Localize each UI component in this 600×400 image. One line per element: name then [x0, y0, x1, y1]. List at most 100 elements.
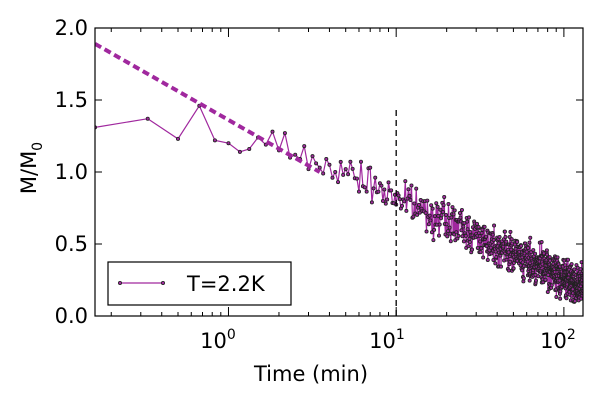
data-point — [379, 183, 384, 188]
data-point — [354, 176, 359, 181]
data-point — [321, 171, 326, 176]
data-point — [543, 277, 548, 282]
legend-marker — [160, 280, 165, 285]
data-point — [400, 203, 405, 208]
data-point — [247, 146, 252, 151]
data-point — [409, 183, 414, 188]
data-point — [437, 222, 442, 227]
data-point — [282, 131, 287, 136]
data-point — [439, 213, 444, 218]
data-point — [429, 230, 434, 235]
data-point — [310, 154, 315, 159]
data-point — [403, 179, 408, 184]
data-point — [397, 197, 402, 202]
data-point — [423, 210, 428, 215]
legend-marker — [118, 280, 123, 285]
data-point — [533, 278, 538, 283]
data-point — [446, 201, 451, 206]
data-point — [432, 214, 437, 219]
data-point — [445, 229, 450, 234]
data-point — [445, 234, 450, 239]
data-point — [333, 169, 338, 174]
data-point — [558, 296, 563, 301]
data-point — [494, 255, 499, 260]
data-point — [572, 267, 577, 272]
data-point — [509, 237, 514, 242]
data-point — [373, 175, 378, 180]
data-point — [414, 186, 419, 191]
legend: T=2.2K — [107, 261, 292, 306]
data-point — [293, 152, 298, 157]
data-point — [438, 216, 443, 221]
data-point — [449, 215, 454, 220]
data-point — [386, 180, 391, 185]
data-point — [444, 212, 449, 217]
data-point — [549, 283, 554, 288]
y-tick-label-4: 2.0 — [55, 16, 88, 40]
data-point — [212, 138, 217, 143]
data-point — [456, 233, 461, 238]
data-point — [412, 201, 417, 206]
data-point — [459, 228, 464, 233]
data-point — [515, 240, 520, 245]
data-point — [435, 204, 440, 209]
data-point — [479, 231, 484, 236]
data-point — [497, 234, 502, 239]
data-point — [485, 257, 490, 262]
data-point — [402, 199, 407, 204]
data-point — [448, 239, 453, 244]
data-point — [429, 203, 434, 208]
data-point — [484, 234, 489, 239]
data-point — [454, 230, 459, 235]
data-point — [511, 266, 516, 271]
data-point — [470, 247, 475, 252]
data-point — [566, 257, 571, 262]
data-point — [302, 144, 307, 149]
data-point — [383, 201, 388, 206]
data-point — [466, 215, 471, 220]
data-point — [364, 189, 369, 194]
data-point — [314, 161, 319, 166]
data-point — [479, 246, 484, 251]
data-point — [175, 136, 180, 141]
data-point — [450, 205, 455, 210]
data-point — [440, 210, 445, 215]
data-point — [519, 243, 524, 248]
data-point — [476, 225, 481, 230]
data-point — [521, 276, 526, 281]
data-point — [539, 240, 544, 245]
data-point — [493, 249, 498, 254]
data-point — [480, 227, 485, 232]
data-point — [424, 229, 429, 234]
data-point — [489, 251, 494, 256]
data-point — [526, 245, 531, 250]
y-tick-label-1: 0.5 — [55, 232, 88, 256]
data-point — [368, 165, 373, 170]
fit-line — [95, 42, 321, 174]
data-point — [226, 141, 231, 146]
data-point — [343, 167, 348, 172]
data-point — [426, 222, 431, 227]
data-point — [488, 245, 493, 250]
data-point — [348, 159, 353, 164]
y-tick-label-2: 1.0 — [55, 160, 88, 184]
data-point — [324, 157, 329, 162]
data-point — [468, 229, 473, 234]
data-point — [578, 267, 583, 272]
data-point — [428, 218, 433, 223]
data-point — [427, 213, 432, 218]
data-point — [533, 251, 538, 256]
x-axis-label: Time (min) — [253, 362, 368, 386]
data-point — [407, 193, 412, 198]
data-point — [270, 129, 275, 134]
data-point — [504, 239, 509, 244]
data-point — [520, 268, 525, 273]
data-point — [520, 260, 525, 265]
data-point — [356, 189, 361, 194]
data-point — [558, 289, 563, 294]
data-point — [317, 165, 322, 170]
data-point — [432, 227, 437, 232]
data-point — [327, 162, 332, 167]
data-point — [499, 264, 504, 269]
